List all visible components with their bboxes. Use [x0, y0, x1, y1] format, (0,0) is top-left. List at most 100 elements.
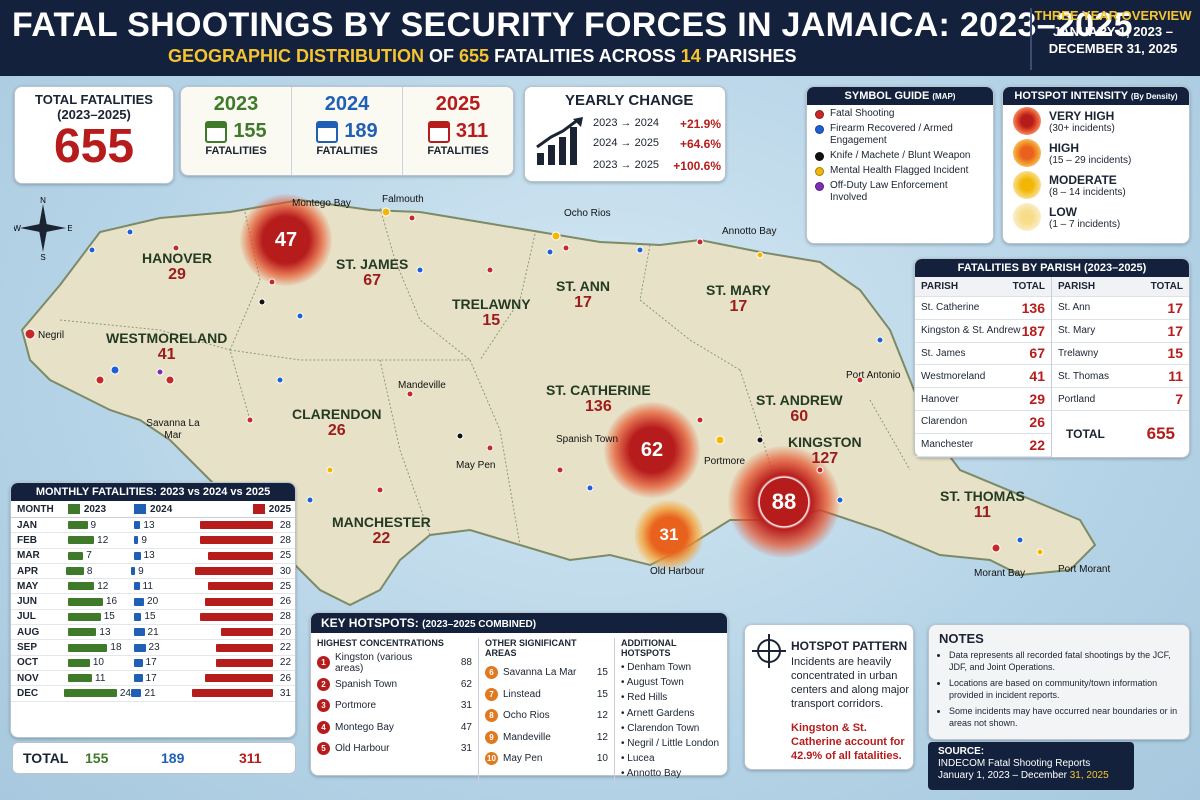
- parish-st-catherine: ST. CATHERINE 136: [546, 382, 651, 415]
- table-row: St. Catherine 136: [915, 297, 1051, 320]
- hotspot-cluster-kingston[interactable]: 88: [728, 446, 840, 558]
- hotspot-cluster-montego-bay[interactable]: 47: [240, 194, 332, 286]
- table-row: Trelawny 15: [1052, 343, 1189, 366]
- parish-table-title: FATALITIES BY PARISH (2023–2025): [915, 259, 1189, 277]
- parish-total-row: TOTAL 655: [1066, 423, 1175, 443]
- bar-2024: [134, 551, 141, 560]
- bar-2024: [134, 597, 145, 606]
- list-item: • Lucea: [621, 753, 655, 765]
- svg-text:S: S: [40, 253, 45, 260]
- table-row: JAN 9 13 28: [11, 518, 295, 534]
- year-label: 2025: [435, 93, 481, 115]
- hotspot-item: 9 Mandeville 12: [485, 727, 608, 749]
- parish-column-right: PARISH TOTAL St. Ann 17 St. Mary 17 Trelawn…: [1052, 277, 1189, 457]
- pattern-title: HOTSPOT PATTERN: [791, 639, 908, 653]
- note-item: Locations are based on community/town in…: [949, 677, 1181, 701]
- red-swatch-icon: [252, 504, 265, 514]
- red-dot-icon: [815, 110, 824, 119]
- symbol-guide-title: SYMBOL GUIDE (MAP): [807, 87, 993, 105]
- hotspot-item: 6 Savanna La Mar 15: [485, 662, 608, 684]
- bar-2025: [194, 567, 273, 576]
- yearly-change-title: YEARLY CHANGE: [565, 92, 694, 109]
- yellow-dot-icon: [815, 167, 824, 176]
- note-item: Some incidents may have occurred near bo…: [949, 705, 1181, 729]
- list-item: • Arnett Gardens: [621, 707, 695, 719]
- bar-2023: [67, 643, 108, 652]
- hotspot-item: 5 Old Harbour 31: [317, 738, 472, 760]
- town-mandeville: Mandeville: [398, 380, 446, 391]
- purple-dot-icon: [815, 182, 824, 191]
- bar-2023: [67, 536, 95, 545]
- table-row: Clarendon 26: [915, 411, 1051, 434]
- hotspot-cluster-spanish-town[interactable]: 62: [604, 402, 700, 498]
- pattern-key-stat: Kingston & St. Catherine account for 42.…: [791, 722, 905, 762]
- table-row: St. Mary 17: [1052, 320, 1189, 343]
- hotspot-cluster-old-harbour[interactable]: 31: [634, 500, 704, 570]
- low-blob-icon: [1013, 203, 1041, 231]
- legend-item: Firearm Recovered / Armed Engagement: [807, 120, 993, 147]
- bar-2024: [133, 521, 141, 530]
- range-end: DECEMBER 31, 2025: [1048, 41, 1178, 56]
- list-item: • Annotto Bay: [621, 768, 682, 780]
- town-spanish-town: Spanish Town: [556, 434, 619, 445]
- blue-dot-icon: [815, 125, 824, 134]
- town-ocho-rios: Ocho Rios: [564, 208, 611, 219]
- change-row: 2024 → 2025 +64.6%: [593, 137, 721, 151]
- key-hotspots-title: KEY HOTSPOTS: (2023–2025 COMBINED): [311, 613, 727, 633]
- table-row: St. Thomas 11: [1052, 365, 1189, 389]
- table-row: Westmoreland 41: [915, 365, 1051, 389]
- town-old-harbour: Old Harbour: [650, 566, 705, 577]
- parish-st-james: ST. JAMES 67: [336, 256, 409, 289]
- compass: N S E W: [14, 196, 72, 260]
- table-row: JUN 16 20 26: [11, 594, 295, 610]
- intensity-level: HIGH (15 – 29 incidents): [1003, 137, 1189, 169]
- hotspot-item: 2 Spanish Town 62: [317, 674, 472, 696]
- table-row: NOV 11 17 26: [11, 671, 295, 687]
- date-range-box: THREE YEAR OVERVIEW JANUARY 1, 2023 – DE…: [1030, 8, 1194, 70]
- intensity-level: MODERATE (8 – 14 incidents): [1003, 169, 1189, 201]
- town-may-pen: May Pen: [456, 460, 496, 471]
- total-range: (2023–2025): [57, 107, 131, 122]
- bar-2025: [192, 689, 273, 698]
- yearly-change-card: YEARLY CHANGE 2023 → 2024 +21.9% 2024 → 2…: [524, 86, 726, 182]
- bar-2023: [66, 567, 84, 576]
- list-item: • Denham Town: [621, 662, 692, 673]
- legend-item: Off-Duty Law Enforcement Involved: [807, 177, 993, 204]
- town-annotto-bay: Annotto Bay: [722, 226, 777, 237]
- list-item: • Red Hills: [621, 692, 668, 704]
- hotspot-intensity-title: HOTSPOT INTENSITY (By Density): [1003, 87, 1189, 105]
- monthly-fatalities-table: MONTHLY FATALITIES: 2023 vs 2024 vs 2025…: [10, 482, 296, 738]
- table-row: APR 8 9 30: [11, 564, 295, 580]
- highest-concentrations: HIGHEST CONCENTRATIONS 1 Kingston (variou…: [317, 638, 479, 784]
- page-subtitle: GEOGRAPHIC DISTRIBUTION OF 655 FATALITIE…: [168, 46, 797, 66]
- hotspot-item: 7 Linstead 15: [485, 684, 608, 706]
- year-label: 2023: [213, 93, 259, 115]
- parish-column-left: PARISH TOTAL St. Catherine 136 Kingston & …: [915, 277, 1052, 457]
- source-box: SOURCE: INDECOM Fatal Shooting Reports J…: [928, 742, 1134, 790]
- bar-2025: [200, 536, 273, 545]
- parish-kingston: KINGSTON 127: [788, 434, 862, 467]
- hotspot-intensity-legend: HOTSPOT INTENSITY (By Density) VERY HIGH…: [1002, 86, 1190, 244]
- bar-2025: [215, 643, 273, 652]
- list-item: • Negril / Little London: [621, 737, 720, 749]
- hotspot-item: 4 Montego Bay 47: [317, 717, 472, 739]
- bar-2023: [67, 582, 95, 591]
- parish-westmoreland: WESTMORELAND 41: [106, 330, 228, 363]
- parish-st-thomas: ST. THOMAS 11: [940, 488, 1025, 521]
- calendar-icon: [427, 120, 450, 143]
- town-falmouth: Falmouth: [382, 194, 424, 205]
- pattern-description: Incidents are heavily concentrated in ur…: [791, 656, 910, 710]
- calendar-icon: [205, 120, 228, 143]
- town-portmore: Portmore: [704, 456, 746, 467]
- parish-clarendon: CLARENDON 26: [292, 406, 382, 439]
- parish-st-mary: ST. MARY 17: [706, 282, 771, 315]
- svg-text:N: N: [40, 196, 46, 205]
- bar-2023: [67, 674, 92, 683]
- monthly-header: MONTH 2023 2024 2025: [11, 501, 295, 518]
- year-count: 311: [455, 120, 489, 142]
- bar-2024: [134, 658, 143, 667]
- table-row: AUG 13 21 20: [11, 625, 295, 641]
- town-montego-bay: Montego Bay: [292, 198, 351, 209]
- year-caption: FATALITIES: [316, 145, 378, 157]
- growth-chart-icon: [536, 117, 583, 165]
